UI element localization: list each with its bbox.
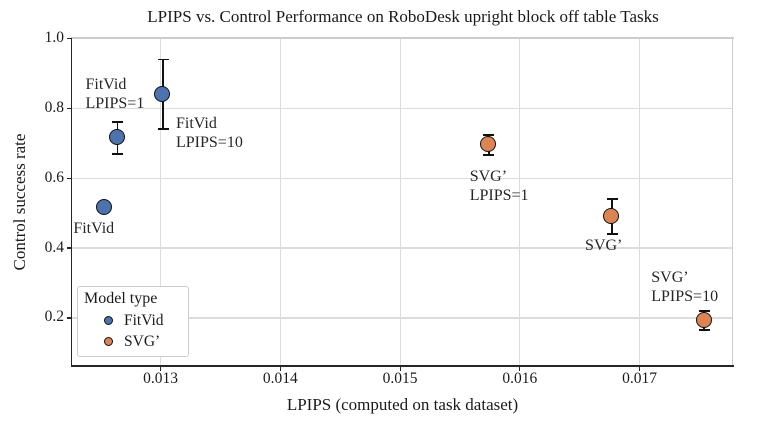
error-bar-cap-bottom: [483, 153, 495, 156]
point-annotation-line: FitVid: [176, 115, 217, 133]
x-axis-label: LPIPS (computed on task dataset): [286, 395, 519, 414]
left-spine: [70, 38, 73, 367]
point-annotation-line: LPIPS=1: [85, 94, 145, 112]
x-gridline: [279, 38, 281, 366]
y-tick-mark: [66, 177, 71, 179]
legend: Model type FitVid SVG’: [77, 286, 189, 357]
y-tick-label: 0.8: [44, 98, 64, 116]
x-tick-label: 0.017: [622, 370, 658, 387]
x-gridline: [638, 38, 641, 366]
chart-title: LPIPS vs. Control Performance on RoboDes…: [147, 7, 659, 26]
top-spine: [70, 37, 734, 39]
x-tick-label: 0.014: [262, 370, 298, 387]
point-annotation-line: SVG’: [469, 168, 508, 186]
point-annotation-line: LPIPS=10: [651, 288, 719, 306]
x-tick-mark: [160, 366, 162, 371]
data-point: [603, 208, 620, 225]
legend-item-label: FitVid: [124, 311, 164, 329]
error-bar-cap-bottom: [157, 128, 169, 131]
legend-item: SVG’: [84, 331, 188, 352]
error-bar-cap-top: [698, 310, 710, 312]
x-tick-mark: [519, 366, 521, 371]
data-point: [154, 85, 171, 102]
y-tick-label: 1.0: [44, 29, 64, 46]
point-annotation-line: FitVid: [85, 76, 127, 94]
point-annotation-line: SVG’: [651, 269, 689, 287]
legend-marker-icon: [104, 316, 113, 325]
error-bar-cap-top: [606, 198, 618, 201]
y-gridline: [72, 247, 733, 249]
data-point: [480, 136, 497, 153]
x-tick-mark: [399, 366, 401, 371]
legend-items: FitVid SVG’: [84, 310, 188, 352]
point-annotation: SVG’ LPIPS=1: [470, 168, 529, 205]
point-annotation: SVG’ LPIPS=10: [651, 269, 718, 306]
point-annotation-line: SVG’: [585, 236, 623, 254]
point-annotation: FitVid LPIPS=10: [176, 115, 243, 152]
point-annotation: FitVid: [73, 220, 114, 239]
point-annotation-line: FitVid: [73, 219, 115, 237]
bottom-spine: [70, 364, 734, 367]
error-bar-cap-top: [157, 58, 169, 61]
right-spine: [732, 37, 734, 367]
x-tick-label: 0.016: [502, 370, 538, 387]
y-tick-label: 0.2: [44, 308, 64, 326]
error-bar-cap-bottom: [606, 233, 618, 235]
legend-item-label: SVG’: [124, 332, 161, 350]
error-bar-cap-bottom: [698, 328, 710, 331]
y-tick-label: 0.6: [44, 168, 64, 186]
error-bar-cap-top: [112, 121, 123, 124]
error-bar-cap-top: [483, 134, 495, 137]
y-tick-mark: [66, 107, 71, 109]
x-tick-mark: [279, 366, 281, 371]
data-point: [95, 199, 112, 216]
y-tick-label: 0.4: [44, 238, 64, 256]
legend-marker-icon: [104, 337, 113, 346]
x-gridline: [519, 38, 521, 366]
y-gridline: [72, 107, 733, 109]
data-point: [108, 129, 125, 146]
y-gridline: [72, 317, 733, 319]
y-tick-mark: [66, 37, 71, 40]
x-tick-mark: [638, 366, 641, 371]
x-gridline: [160, 38, 162, 366]
point-annotation-line: LPIPS=1: [469, 186, 529, 204]
legend-title: Model type: [84, 290, 158, 307]
y-gridline: [72, 177, 733, 179]
point-annotation: SVG’: [585, 237, 622, 256]
error-bar-cap-bottom: [112, 152, 123, 155]
point-annotation: FitVid LPIPS=1: [86, 76, 145, 113]
y-tick-mark: [66, 317, 71, 319]
x-gridline: [399, 38, 401, 366]
y-axis-label: Control success rate: [10, 133, 29, 271]
data-point: [695, 311, 712, 328]
y-tick-mark: [66, 247, 71, 249]
x-tick-label: 0.015: [382, 370, 418, 387]
point-annotation-line: LPIPS=10: [176, 134, 243, 152]
x-tick-label: 0.013: [143, 370, 179, 387]
legend-item: FitVid: [84, 310, 188, 331]
